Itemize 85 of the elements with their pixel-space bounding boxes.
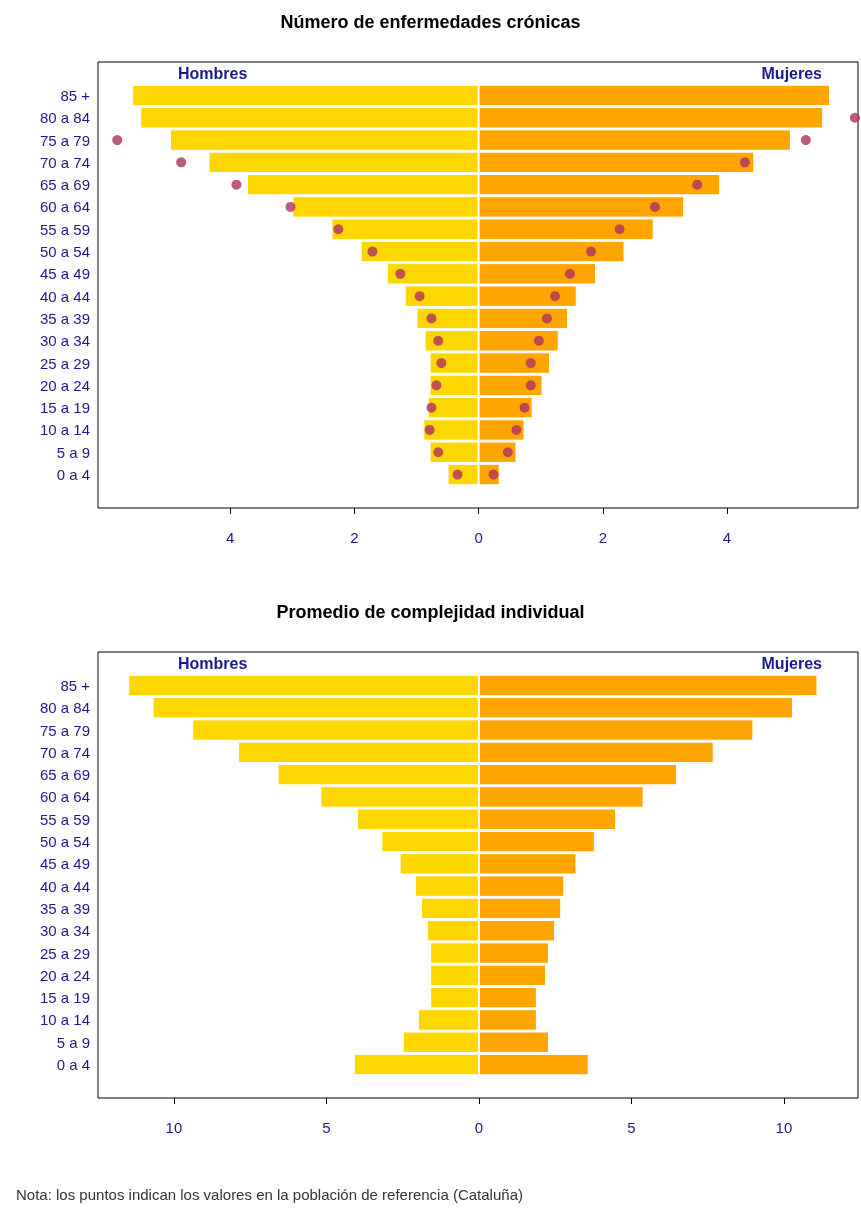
y-tick-label: 25 a 29 <box>39 944 90 962</box>
point <box>231 179 242 190</box>
x-tick-label: 4 <box>722 529 732 546</box>
y-tick-label: 20 a 24 <box>39 376 90 394</box>
point <box>433 447 444 458</box>
y-tick-label: 45 a 49 <box>39 855 90 873</box>
text: Nota: los puntos indican los valores en la población de referencia (Cataluña) <box>15 1185 524 1203</box>
point <box>395 268 406 279</box>
chart-title: Número de enfermedades crónicas <box>280 12 581 32</box>
y-tick-label: 20 a 24 <box>39 966 90 984</box>
point <box>426 402 437 413</box>
y-tick-label: 85 + <box>60 86 91 104</box>
x-tick-label: 10 <box>775 1119 793 1136</box>
point <box>550 291 560 302</box>
y-tick-label: 0 a 4 <box>56 1056 90 1074</box>
x-tick-label: 0 <box>474 1119 484 1136</box>
point <box>424 424 435 435</box>
y-tick-label: 15 a 19 <box>39 989 90 1007</box>
y-tick-label: 65 a 69 <box>39 176 90 194</box>
point <box>426 313 437 324</box>
y-tick-label: 65 a 69 <box>39 766 90 784</box>
series-label: Hombres <box>178 64 248 82</box>
y-tick-label: 60 a 64 <box>39 788 90 806</box>
point <box>511 424 522 435</box>
point <box>649 201 660 212</box>
point <box>176 157 187 168</box>
point <box>285 201 296 212</box>
y-tick-label: 30 a 34 <box>39 922 90 940</box>
y-tick-label: 80 a 84 <box>39 699 90 717</box>
y-tick-label: 55 a 59 <box>39 220 90 238</box>
y-tick-label: 50 a 54 <box>39 243 90 261</box>
point <box>452 469 463 480</box>
y-tick-label: 55 a 59 <box>39 810 90 828</box>
series-label: Hombres <box>178 654 248 672</box>
point <box>533 335 544 346</box>
y-tick-label: 5 a 9 <box>56 443 90 461</box>
x-tick-label: 10 <box>165 1119 183 1136</box>
point <box>614 224 625 235</box>
point <box>502 447 513 458</box>
point <box>800 135 811 146</box>
x-tick-label: 4 <box>226 529 235 546</box>
x-tick-label: 5 <box>627 1119 636 1136</box>
x-tick-label: 5 <box>322 1119 331 1136</box>
y-tick-label: 35 a 39 <box>39 309 90 327</box>
y-tick-label: 10 a 14 <box>39 421 90 439</box>
y-tick-label: 70 a 74 <box>39 743 90 761</box>
y-tick-label: 75 a 79 <box>39 131 90 149</box>
point <box>541 313 552 324</box>
y-tick-label: 45 a 49 <box>39 265 90 283</box>
y-tick-label: 75 a 79 <box>39 721 90 739</box>
y-tick-label: 0 a 4 <box>56 466 90 484</box>
point <box>333 224 344 235</box>
point <box>740 157 750 168</box>
point <box>519 402 530 413</box>
y-tick-label: 10 a 14 <box>39 1011 90 1029</box>
point <box>849 112 860 123</box>
y-tick-label: 25 a 29 <box>39 354 90 372</box>
series-label: Mujeres <box>761 654 823 672</box>
y-tick-label: 40 a 44 <box>39 287 90 305</box>
point <box>586 246 597 257</box>
point <box>525 358 536 369</box>
point <box>431 380 442 391</box>
x-tick-label: 2 <box>350 529 359 546</box>
chart-title: Promedio de complejidad individual <box>276 602 585 622</box>
y-tick-label: 30 a 34 <box>39 332 90 350</box>
point <box>414 291 425 302</box>
y-tick-label: 5 a 9 <box>56 1033 90 1051</box>
point <box>367 246 378 257</box>
point <box>525 380 536 391</box>
y-tick-label: 80 a 84 <box>39 109 90 127</box>
x-tick-label: 2 <box>598 529 607 546</box>
x-tick-label: 0 <box>474 529 483 546</box>
y-tick-label: 15 a 19 <box>39 399 90 417</box>
point <box>692 179 703 190</box>
y-tick-label: 60 a 64 <box>39 198 90 216</box>
point <box>436 358 447 369</box>
series-label: Mujeres <box>761 64 823 82</box>
point <box>112 135 123 146</box>
y-tick-label: 70 a 74 <box>39 153 90 171</box>
y-tick-label: 50 a 54 <box>39 833 90 851</box>
y-tick-label: 40 a 44 <box>39 877 90 895</box>
y-tick-label: 85 + <box>60 676 91 694</box>
point <box>433 335 444 346</box>
y-tick-label: 35 a 39 <box>39 899 90 917</box>
point <box>564 268 575 279</box>
